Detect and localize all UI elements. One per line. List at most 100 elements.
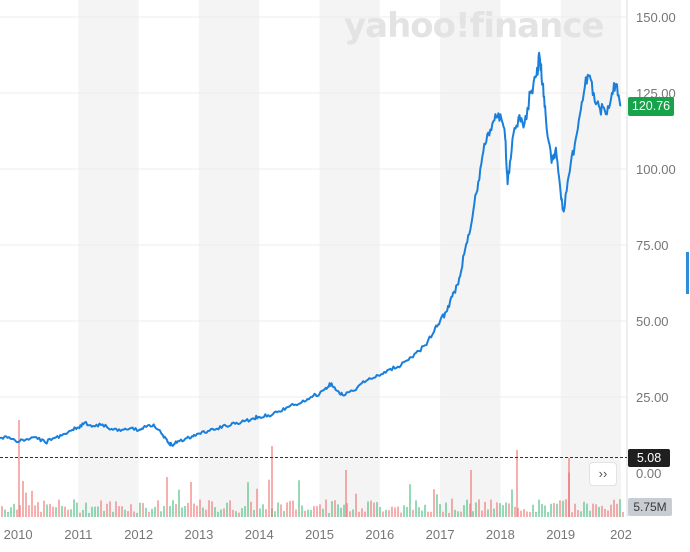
volume-bar — [268, 479, 270, 517]
volume-bar — [481, 510, 483, 517]
last-price-badge: 120.76 — [628, 97, 674, 116]
volume-bar — [175, 504, 177, 517]
volume-bar — [448, 512, 450, 517]
volume-bar — [325, 499, 327, 517]
volume-bar — [514, 506, 516, 517]
volume-bar — [388, 510, 390, 517]
y-tick-label: 75.00 — [636, 238, 669, 253]
volume-bar — [112, 511, 114, 517]
volume-bar — [13, 503, 15, 517]
volume-bar — [415, 500, 417, 517]
volume-bar — [409, 484, 411, 517]
volume-bar — [538, 499, 540, 517]
volume-bar — [484, 501, 486, 517]
volume-bar — [559, 500, 561, 517]
volume-bar — [343, 504, 345, 517]
volume-bar — [46, 504, 48, 517]
volume-bar — [292, 500, 294, 517]
volume-bar — [202, 507, 204, 517]
volume-bar — [610, 504, 612, 517]
volume-bar — [43, 500, 45, 517]
volume-bar — [229, 500, 231, 517]
volume-bar — [430, 511, 432, 517]
x-tick-label: 2015 — [305, 527, 334, 542]
volume-bar — [61, 506, 63, 517]
side-panel-handle[interactable] — [686, 252, 689, 294]
volume-bar — [316, 506, 318, 517]
volume-bar — [616, 503, 618, 517]
x-tick-label: 2018 — [486, 527, 515, 542]
volume-bar — [238, 512, 240, 517]
volume-bar — [79, 512, 81, 517]
volume-bar — [34, 505, 36, 517]
volume-bar — [544, 505, 546, 517]
price-line — [0, 51, 622, 447]
volume-bar — [583, 501, 585, 517]
volume-bar — [55, 507, 57, 517]
volume-bar — [16, 509, 18, 517]
volume-bar — [244, 506, 246, 517]
volume-bar — [4, 509, 6, 517]
volume-bar — [379, 506, 381, 517]
volume-bar — [556, 503, 558, 517]
volume-bar — [451, 498, 453, 517]
volume-bar — [511, 489, 513, 517]
volume-bar — [622, 512, 624, 517]
volume-bar — [619, 499, 621, 517]
volume-bar — [211, 501, 213, 517]
volume-bar — [586, 503, 588, 517]
volume-bar — [460, 511, 462, 517]
volume-bar — [115, 501, 117, 517]
volume-bar — [577, 510, 579, 517]
volume-bar — [18, 420, 20, 517]
volume-bar — [367, 501, 369, 517]
x-tick-label: 2017 — [426, 527, 455, 542]
volume-bar — [82, 509, 84, 517]
volume-bar — [607, 510, 609, 517]
y-tick-label: 50.00 — [636, 314, 669, 329]
scroll-right-button[interactable]: ›› — [589, 462, 617, 486]
volume-bar — [345, 470, 347, 517]
volume-bar — [412, 509, 414, 517]
volume-bar — [568, 458, 570, 517]
volume-bar — [133, 511, 135, 517]
volume-bar — [94, 506, 96, 517]
volume-bar — [364, 511, 366, 517]
volume-bar — [301, 505, 303, 517]
year-band — [78, 0, 139, 517]
volume-bar — [52, 506, 54, 517]
volume-bar — [199, 499, 201, 517]
volume-bar — [470, 470, 472, 517]
volume-bar — [22, 480, 24, 517]
volume-bar — [181, 507, 183, 517]
volume-bar — [529, 512, 531, 517]
volume-bar — [298, 480, 300, 517]
volume-bar — [280, 504, 282, 517]
volume-bar — [217, 511, 219, 517]
volume-bar — [265, 509, 267, 517]
volume-bar — [565, 499, 567, 517]
volume-bar — [259, 508, 261, 517]
volume-bar — [64, 506, 66, 517]
volume-bar — [358, 511, 360, 517]
volume-bar — [166, 477, 168, 517]
volume-bar — [157, 500, 159, 517]
volume-bar — [1, 506, 3, 517]
volume-bar — [547, 512, 549, 517]
volume-bar — [85, 502, 87, 517]
volume-bar — [592, 503, 594, 517]
volume-bar — [397, 506, 399, 517]
volume-bar — [109, 501, 111, 517]
double-chevron-right-icon: ›› — [598, 466, 608, 481]
volume-bar — [145, 507, 147, 517]
volume-bar — [151, 508, 153, 517]
volume-bar — [337, 504, 339, 517]
volume-bar — [580, 511, 582, 517]
volume-bar — [169, 506, 171, 517]
y-tick-label: 25.00 — [636, 390, 669, 405]
volume-bar — [505, 502, 507, 517]
volume-bar — [250, 501, 252, 517]
volume-bar — [394, 507, 396, 517]
